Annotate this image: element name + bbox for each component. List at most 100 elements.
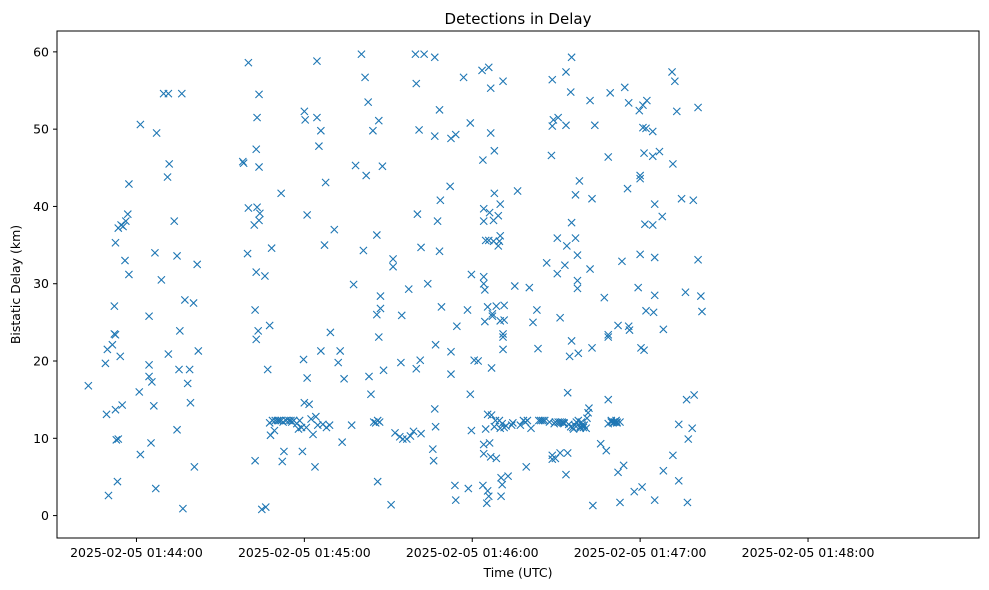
data-point	[302, 423, 311, 432]
data-point	[640, 220, 649, 229]
data-point	[255, 90, 264, 99]
data-point	[668, 451, 677, 460]
data-point	[180, 295, 189, 304]
data-point	[416, 356, 425, 365]
data-point	[391, 428, 400, 437]
data-point	[553, 234, 562, 243]
data-point	[480, 285, 489, 294]
data-point	[301, 115, 310, 124]
data-point	[151, 484, 160, 493]
data-point	[111, 238, 120, 247]
y-tick-label: 40	[33, 199, 49, 214]
data-point	[684, 435, 693, 444]
data-point	[619, 461, 628, 470]
data-point	[497, 492, 506, 501]
x-tick-label: 2025-02-05 01:47:00	[574, 545, 707, 560]
data-point	[124, 180, 133, 189]
data-point	[565, 352, 574, 361]
data-point	[112, 435, 121, 444]
data-point	[500, 316, 509, 325]
data-point	[574, 349, 583, 358]
data-point	[566, 88, 575, 97]
data-point	[640, 149, 649, 158]
data-point	[499, 329, 508, 338]
data-point	[562, 241, 571, 250]
y-tick-label: 30	[33, 276, 49, 291]
data-point	[624, 98, 633, 107]
data-point	[674, 476, 683, 485]
data-point	[433, 217, 442, 226]
data-point	[648, 221, 657, 229]
data-point	[573, 276, 582, 285]
data-point	[334, 358, 343, 367]
data-point	[636, 250, 645, 259]
data-point	[415, 125, 424, 134]
data-point	[586, 265, 595, 274]
data-point	[562, 67, 570, 76]
data-point	[683, 498, 692, 507]
data-point	[351, 161, 360, 170]
data-point	[614, 468, 623, 477]
data-point	[389, 262, 398, 271]
data-point	[357, 50, 366, 59]
data-point	[548, 455, 557, 464]
data-point	[110, 302, 119, 311]
y-axis-ticks: 0 10 20 30 40 50 60	[33, 44, 57, 523]
data-point	[376, 292, 385, 301]
data-point	[563, 388, 572, 397]
data-point	[299, 355, 308, 364]
data-point	[478, 156, 487, 165]
data-point	[147, 438, 156, 447]
data-point	[497, 473, 506, 482]
data-point	[194, 346, 203, 355]
data-point	[642, 96, 651, 105]
data-point	[428, 445, 437, 454]
data-point	[485, 438, 494, 447]
data-point	[612, 418, 621, 427]
plot-frame	[56, 30, 980, 539]
data-point	[244, 58, 253, 67]
data-point	[338, 438, 347, 447]
data-point	[677, 194, 686, 203]
data-point	[571, 190, 580, 199]
data-point	[578, 421, 587, 430]
data-point	[567, 53, 576, 62]
data-point	[178, 504, 187, 513]
data-point	[670, 77, 679, 86]
data-point	[412, 79, 421, 88]
data-point	[164, 350, 173, 359]
data-point	[467, 426, 476, 435]
data-point	[150, 248, 159, 257]
data-point	[183, 379, 192, 388]
data-point	[596, 439, 605, 448]
data-point	[254, 326, 263, 335]
data-point	[463, 306, 472, 314]
data-point	[270, 426, 279, 435]
data-point	[263, 365, 272, 374]
data-point	[298, 447, 307, 456]
data-point	[102, 410, 111, 419]
data-point	[488, 309, 497, 318]
data-point	[347, 421, 356, 430]
data-point	[668, 67, 677, 76]
data-point	[373, 477, 382, 486]
data-point	[513, 186, 522, 195]
data-point	[694, 255, 703, 264]
data-point	[542, 258, 551, 267]
data-point	[522, 462, 531, 471]
data-point	[480, 317, 489, 326]
data-point	[271, 416, 280, 425]
data-point	[101, 359, 110, 368]
data-point	[175, 365, 183, 374]
data-point	[359, 246, 368, 255]
data-point	[567, 218, 576, 227]
data-point	[538, 416, 547, 425]
data-point	[560, 418, 569, 427]
data-point	[532, 306, 541, 314]
data-point	[145, 372, 154, 381]
data-point	[562, 470, 570, 479]
data-point	[303, 374, 312, 383]
data-point	[498, 419, 507, 428]
x-tick-label: 2025-02-05 01:45:00	[238, 545, 371, 560]
data-point	[604, 152, 613, 161]
